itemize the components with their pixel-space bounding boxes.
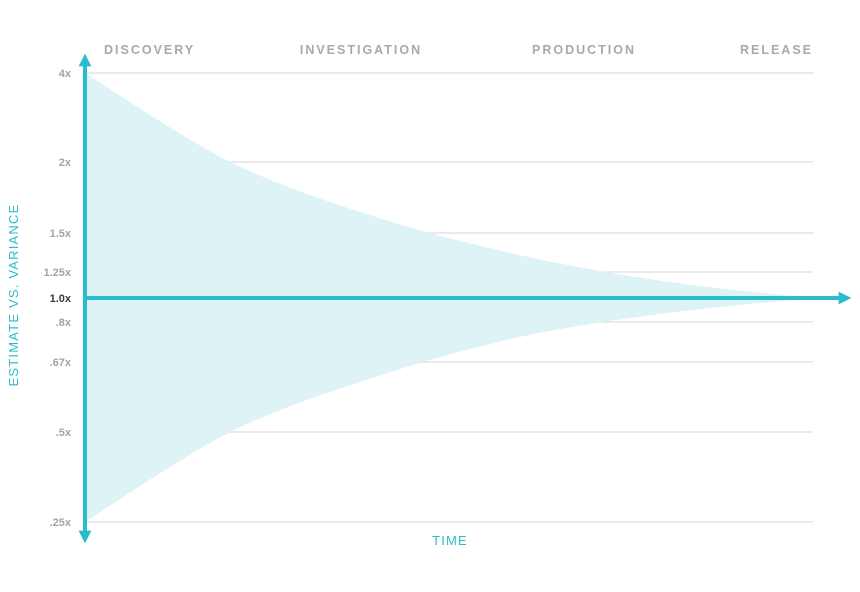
y-tick-label: 2x (59, 157, 72, 169)
phase-label-discovery: DISCOVERY (104, 43, 195, 57)
y-tick-label: 1.25x (43, 267, 71, 279)
y-tick-label: .5x (56, 427, 72, 439)
y-tick-label: 1.0x (50, 293, 72, 305)
y-axis-title: ESTIMATE VS. VARIANCE (6, 204, 21, 387)
phase-label-release: RELEASE (740, 43, 813, 57)
y-tick-label: .25x (50, 517, 72, 529)
y-tick-label: .67x (50, 357, 72, 369)
x-axis-title: TIME (432, 533, 468, 548)
phase-label-production: PRODUCTION (532, 43, 636, 57)
y-tick-label: 4x (59, 68, 72, 80)
y-tick-label: .8x (56, 317, 72, 329)
y-tick-label: 1.5x (50, 228, 72, 240)
y-tick-labels: 4x 2x 1.5x 1.25x 1.0x .8x .67x .5x .25x (43, 68, 71, 529)
phase-label-investigation: INVESTIGATION (300, 43, 422, 57)
